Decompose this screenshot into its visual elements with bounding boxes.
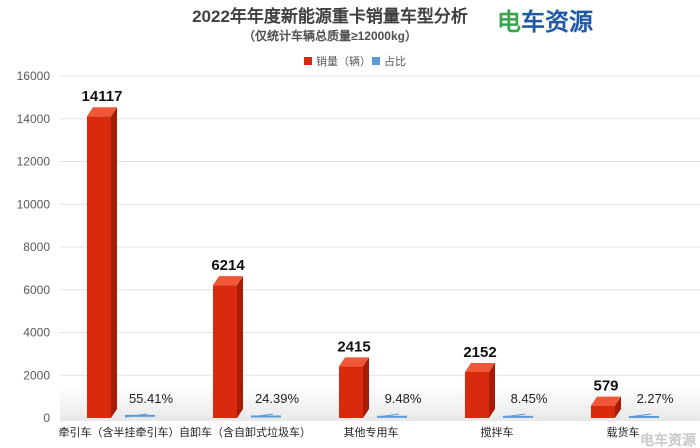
x-category-label: 其他专用车 <box>344 425 399 439</box>
bar-value-label: 2152 <box>463 344 496 361</box>
x-category-label: 载货车 <box>607 425 640 439</box>
bars: 14117 6214 2415 2152 579 <box>82 88 621 419</box>
share-value-label: 24.39% <box>255 391 300 406</box>
chart-title: 2022年年度新能源重卡销量车型分析 <box>192 6 468 26</box>
share-marker-line <box>376 413 400 418</box>
share-value-label: 2.27% <box>637 391 674 406</box>
legend-swatch-share <box>372 57 380 65</box>
brand-logo-text: 电车资源 <box>497 8 593 36</box>
y-tick-label: 12000 <box>17 155 51 169</box>
y-tick-label: 4000 <box>23 326 50 340</box>
y-tick-label: 2000 <box>23 368 50 382</box>
bar-top <box>465 363 495 373</box>
bar-value-label: 579 <box>593 378 618 395</box>
gridlines <box>60 75 700 419</box>
bar <box>465 372 489 418</box>
share-marker <box>125 414 155 417</box>
share-value-label: 9.48% <box>385 391 422 406</box>
y-tick-label: 16000 <box>17 69 51 83</box>
bar-side <box>111 107 117 419</box>
share-marker <box>251 415 281 418</box>
bar-side <box>363 357 369 418</box>
bar <box>339 366 363 418</box>
y-tick-label: 6000 <box>23 283 50 297</box>
legend-label-share: 占比 <box>384 54 406 68</box>
legend-label-sales: 销量（辆） <box>316 54 371 68</box>
brand-logo: 电车资源 <box>497 8 593 36</box>
x-category-label: 自卸车（含自卸式垃圾车） <box>179 425 311 439</box>
x-axis-categories: 牵引车（含半挂牵引车） 自卸车（含自卸式垃圾车） 其他专用车 搅拌车 载货车 <box>59 425 640 439</box>
bar-side <box>237 276 243 418</box>
share-marker-line <box>628 413 652 418</box>
bar-top <box>87 107 117 117</box>
share-markers: 55.41% 24.39% 9.48% 8.45% 2.27% <box>124 391 674 418</box>
bar <box>213 285 237 418</box>
share-marker-line <box>502 413 526 418</box>
share-marker <box>503 415 533 418</box>
watermark: 电车资源 <box>640 432 696 448</box>
share-marker-line <box>124 413 148 418</box>
bar-side <box>615 396 621 418</box>
bar <box>87 116 111 419</box>
legend: 销量（辆） 占比 <box>304 54 406 68</box>
y-axis-ticks: 0 2000 4000 6000 8000 10000 12000 14000 16000 <box>17 69 51 425</box>
y-tick-label: 8000 <box>23 240 50 254</box>
share-marker <box>629 415 659 418</box>
bar-top <box>591 396 621 406</box>
share-marker <box>377 415 407 418</box>
y-tick-label: 10000 <box>17 197 51 211</box>
share-value-label: 8.45% <box>511 391 548 406</box>
bar-side <box>489 363 495 418</box>
legend-swatch-sales <box>304 57 312 65</box>
bar-value-label: 2415 <box>337 338 370 355</box>
bar-top <box>213 276 243 286</box>
bar-value-label: 14117 <box>82 88 123 105</box>
share-marker-line <box>250 413 274 418</box>
y-tick-label: 0 <box>43 411 50 425</box>
bar-top <box>339 357 369 367</box>
bar <box>591 405 615 418</box>
x-category-label: 牵引车（含半挂牵引车） <box>59 425 180 439</box>
chart-subtitle: （仅统计车辆总质量≥12000kg） <box>243 28 417 43</box>
share-value-label: 55.41% <box>129 391 174 406</box>
bar-value-label: 6214 <box>211 257 245 274</box>
y-tick-label: 14000 <box>17 112 51 126</box>
x-category-label: 搅拌车 <box>481 425 514 439</box>
